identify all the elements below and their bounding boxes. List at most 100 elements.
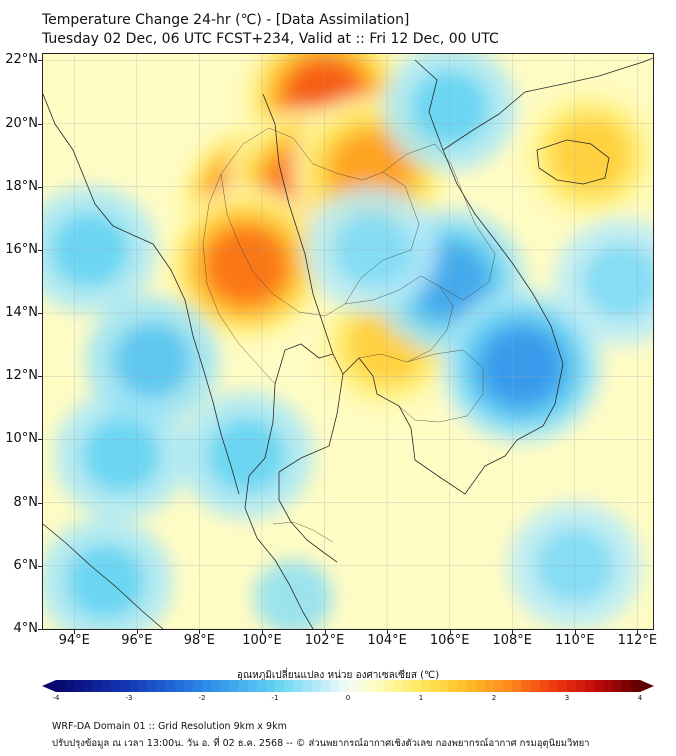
lon-label: 100°E: [242, 633, 282, 648]
colorbar-segment: [357, 680, 367, 692]
colorbar-tick-label: -1: [271, 694, 279, 702]
lat-label: 18°N: [5, 178, 38, 194]
border-thailand-east: [344, 275, 454, 363]
lat-label: 4°N: [13, 621, 39, 636]
colorbar-segment: [229, 680, 239, 692]
lon-tick: [324, 630, 326, 634]
colorbar-segment: [430, 680, 440, 692]
colorbar-segment: [548, 680, 559, 692]
map-subtitle: Tuesday 02 Dec, 06 UTC FCST+234, Valid a…: [42, 31, 499, 47]
colorbar-segment: [329, 680, 340, 692]
colorbar-segment: [56, 680, 66, 692]
field-anomaly-13-level-1: [81, 417, 161, 493]
colorbar-segment: [384, 680, 395, 692]
colorbar-segment: [411, 680, 422, 692]
coastline-south-china: [442, 57, 653, 151]
coastline-malay-east: [278, 373, 344, 563]
lon-label: 96°E: [121, 633, 153, 648]
lat-label: 12°N: [5, 368, 38, 384]
colorbar-segment: [65, 680, 75, 692]
lon-tick: [261, 630, 263, 634]
colorbar-segment: [484, 680, 495, 692]
colorbar-tick-label: 1: [418, 694, 424, 702]
coastline-sumatra: [43, 523, 164, 629]
lon-label: 110°E: [555, 633, 595, 648]
colorbar-tick-label: -3: [125, 694, 133, 702]
lon-label: 98°E: [183, 633, 216, 648]
lat-tick: [38, 629, 42, 630]
border-malaysia: [272, 521, 334, 543]
lat-tick: [38, 502, 42, 504]
lat-tick: [38, 249, 42, 251]
colorbar-segment: [621, 680, 632, 692]
field-anomaly-16-level-1: [582, 243, 653, 319]
colorbar-segment: [275, 680, 285, 692]
lat-label: 22°N: [5, 52, 38, 68]
colorbar-tick-label: 3: [564, 694, 570, 702]
coastline-thailand-gulf: [262, 59, 564, 495]
colorbar-segment: [238, 680, 249, 692]
colorbar-segment: [503, 680, 513, 692]
border-thailand-north: [220, 127, 420, 317]
colorbar-segment: [512, 680, 522, 692]
colorbar-tick-label: 4: [637, 694, 643, 702]
lat-label: 8°N: [13, 494, 39, 510]
colorbar-segment: [211, 680, 221, 692]
map-title: Temperature Change 24-hr (℃) - [Data Ass…: [42, 12, 410, 28]
field-anomaly-3-level-4: [206, 228, 286, 304]
colorbar-segment: [110, 680, 121, 692]
lat-tick: [38, 565, 42, 567]
lon-tick: [74, 630, 76, 634]
colorbar-segment: [183, 680, 194, 692]
colorbar-segment: [448, 680, 458, 692]
colorbar-segment: [192, 680, 203, 692]
colorbar-segment: [293, 680, 303, 692]
border-myanmar: [202, 173, 276, 385]
colorbar-segment: [421, 680, 431, 692]
colorbar-tick-label: 0: [345, 694, 351, 702]
footer-model-info: WRF-DA Domain 01 :: Grid Resolution 9km …: [52, 721, 287, 732]
lon-tick: [136, 630, 138, 634]
colorbar-segment: [630, 680, 641, 692]
lat-tick: [38, 186, 42, 188]
colorbar-segment: [393, 680, 404, 692]
colorbar-segment: [557, 680, 568, 692]
field-anomaly-8-level-3: [482, 329, 561, 405]
colorbar-segment: [402, 680, 413, 692]
colorbar-segment: [302, 680, 312, 692]
colorbar-segment: [594, 680, 604, 692]
colorbar-segment: [174, 680, 185, 692]
footer-credit: ปรับปรุงข้อมูล ณ เวลา 13:00น. วัน อ. ที่…: [52, 738, 590, 749]
temperature-change-map: [42, 53, 654, 630]
colorbar-segment: [475, 680, 486, 692]
lon-label: 104°E: [367, 633, 407, 648]
border-laos: [382, 143, 496, 301]
lat-tick: [38, 123, 42, 125]
lon-tick: [449, 630, 451, 634]
colorbar-segment: [439, 680, 449, 692]
field-anomaly-18-level-0: [253, 559, 333, 629]
coastline-myanmar-west: [43, 93, 240, 495]
colorbar: [42, 680, 654, 692]
colorbar-segment: [284, 680, 294, 692]
colorbar-segment: [567, 680, 577, 692]
island-hainan: [536, 139, 610, 185]
colorbar-segment: [494, 680, 504, 692]
lat-tick: [38, 313, 42, 315]
colorbar-segment: [320, 680, 331, 692]
colorbar-segment: [521, 680, 531, 692]
colorbar-segment: [311, 680, 322, 692]
colorbar-segment: [92, 680, 103, 692]
colorbar-segment: [265, 680, 276, 692]
colorbar-segment: [256, 680, 267, 692]
lat-tick: [38, 439, 42, 441]
lon-tick: [512, 630, 514, 634]
lon-label: 106°E: [429, 633, 470, 648]
colorbar-segment: [74, 680, 84, 692]
colorbar-segment: [247, 680, 258, 692]
colorbar-segment: [220, 680, 230, 692]
lat-label: 10°N: [5, 431, 38, 447]
colorbar-segment: [338, 680, 349, 692]
lat-tick: [38, 60, 42, 62]
colorbar-segment: [603, 680, 614, 692]
